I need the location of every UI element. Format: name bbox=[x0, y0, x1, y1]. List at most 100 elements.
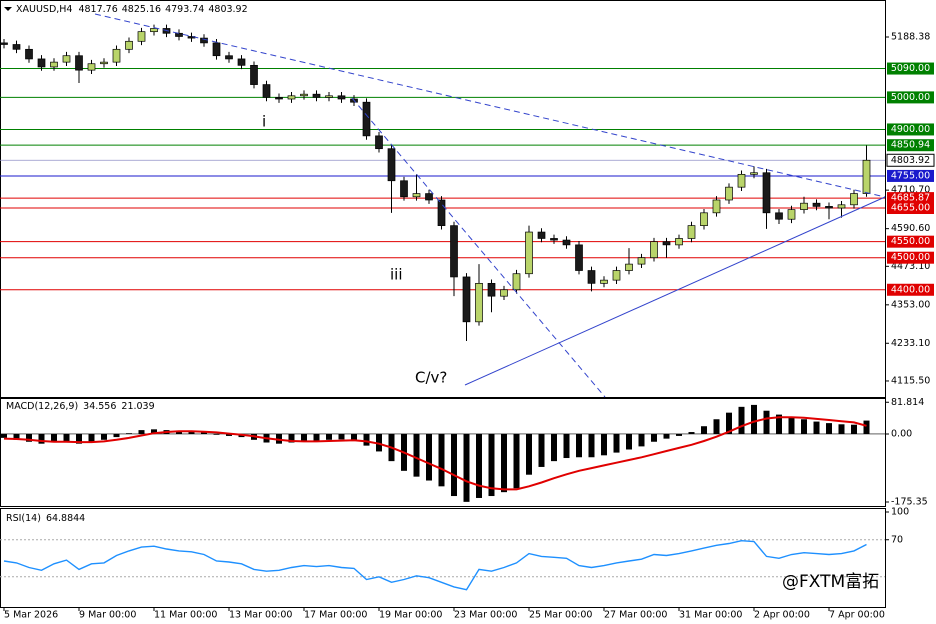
macd-bar bbox=[676, 433, 682, 436]
level-label: 4500.00 bbox=[891, 252, 930, 263]
macd-bar bbox=[613, 433, 620, 453]
candle-body bbox=[237, 58, 246, 66]
candle-body bbox=[287, 95, 296, 100]
y-tick-label: 5188.38 bbox=[891, 32, 930, 43]
x-tick-label: 5 Mar 2026 bbox=[4, 610, 58, 621]
support-trend-line bbox=[464, 196, 886, 386]
x-tick-label: 7 Apr 00:00 bbox=[829, 610, 885, 621]
level-label: 4850.94 bbox=[891, 140, 930, 151]
level-label-box bbox=[887, 62, 934, 75]
macd-bar bbox=[51, 433, 57, 443]
candle-body bbox=[837, 204, 846, 209]
macd-bar bbox=[226, 433, 232, 436]
candle-body bbox=[112, 48, 121, 63]
x-tick-label: 13 Mar 00:00 bbox=[229, 610, 292, 621]
x-tick-label: 19 Mar 00:00 bbox=[379, 610, 442, 621]
candle-body bbox=[812, 202, 821, 207]
level-label: 4900.00 bbox=[891, 124, 930, 135]
candle-body bbox=[0, 42, 8, 45]
macd-bar bbox=[751, 404, 757, 434]
rsi-title: RSI(14) bbox=[6, 513, 41, 524]
candle-body bbox=[425, 193, 433, 201]
macd-bar bbox=[413, 433, 420, 477]
candle-body bbox=[600, 279, 608, 284]
candle-body bbox=[412, 193, 421, 198]
candle-body bbox=[175, 32, 183, 37]
candle-body bbox=[575, 244, 583, 271]
y-tick-label: -175.35 bbox=[891, 496, 928, 507]
close-readout: 4803.92 bbox=[208, 4, 247, 15]
y-tick-label: 100 bbox=[891, 507, 909, 518]
level-label-box bbox=[887, 139, 934, 152]
dashed-trend-line bbox=[351, 97, 606, 398]
macd-bar bbox=[601, 433, 607, 456]
price-panel-frame bbox=[0, 0, 886, 398]
macd-readout: 34.556 bbox=[83, 401, 116, 412]
last-price-box bbox=[886, 153, 935, 167]
candle-body bbox=[537, 231, 546, 239]
candle-body bbox=[62, 55, 71, 63]
candle-body bbox=[825, 206, 833, 209]
macd-bar bbox=[551, 433, 557, 462]
candle-body bbox=[587, 270, 596, 284]
macd-bar bbox=[301, 433, 307, 442]
y-tick-label: 4590.60 bbox=[891, 223, 930, 234]
y-tick-label: 4353.00 bbox=[891, 299, 930, 310]
candle-body bbox=[762, 172, 771, 214]
y-tick-label: 70 bbox=[891, 534, 903, 545]
macd-bar bbox=[463, 433, 470, 502]
candle-body bbox=[525, 231, 533, 275]
candle-body bbox=[712, 199, 721, 214]
candle-body bbox=[562, 239, 571, 246]
macd-bar bbox=[76, 433, 82, 444]
macd-bar bbox=[663, 433, 670, 439]
macd-bar bbox=[688, 432, 695, 434]
y-tick-label: 4115.50 bbox=[891, 375, 930, 386]
level-label: 4755.00 bbox=[891, 170, 930, 181]
signal-line bbox=[3, 416, 867, 491]
candle-body bbox=[37, 58, 46, 68]
macd-bar bbox=[151, 429, 157, 434]
macd-bar bbox=[288, 433, 295, 443]
macd-bar bbox=[626, 433, 632, 450]
candle-body bbox=[650, 241, 658, 259]
candle-body bbox=[375, 135, 383, 150]
candle-body bbox=[675, 238, 683, 246]
macd-bar bbox=[326, 433, 332, 440]
macd-bar bbox=[813, 421, 820, 434]
macd-bar bbox=[738, 406, 745, 434]
candle-body bbox=[687, 225, 696, 239]
candle-body bbox=[625, 263, 633, 271]
candle-body bbox=[462, 276, 471, 323]
rsi-panel-frame bbox=[0, 508, 886, 608]
candle-body bbox=[637, 257, 646, 265]
level-label-box bbox=[887, 202, 934, 215]
candle-body bbox=[775, 212, 783, 220]
macd-bar bbox=[801, 419, 807, 434]
candle-body bbox=[437, 199, 446, 226]
candle-body bbox=[100, 61, 108, 65]
high-readout: 4825.16 bbox=[122, 4, 161, 15]
candle-body bbox=[850, 193, 858, 206]
candle-body bbox=[700, 212, 708, 226]
x-tick-label: 9 Mar 00:00 bbox=[79, 610, 136, 621]
last-price-label: 4803.92 bbox=[891, 155, 930, 166]
candle-body bbox=[662, 241, 671, 246]
macd-bar bbox=[213, 433, 220, 435]
candle-body bbox=[400, 180, 408, 198]
candle-body bbox=[75, 55, 83, 71]
macd-panel-frame bbox=[0, 398, 886, 507]
macd-bar bbox=[713, 419, 720, 434]
candle-body bbox=[212, 42, 221, 57]
candle-body bbox=[275, 97, 283, 100]
candle-body bbox=[362, 101, 371, 137]
macd-header: MACD(12,26,9) 34.556 21.039 bbox=[6, 401, 155, 412]
macd-bar bbox=[113, 433, 120, 438]
macd-bar bbox=[788, 417, 795, 434]
wave-annotation: C/v? bbox=[415, 369, 447, 387]
candle-body bbox=[475, 282, 483, 323]
candle-body bbox=[300, 93, 308, 97]
macd-bar bbox=[88, 433, 95, 442]
y-tick-label: 81.814 bbox=[891, 397, 924, 408]
wave-annotation: i bbox=[262, 113, 266, 131]
